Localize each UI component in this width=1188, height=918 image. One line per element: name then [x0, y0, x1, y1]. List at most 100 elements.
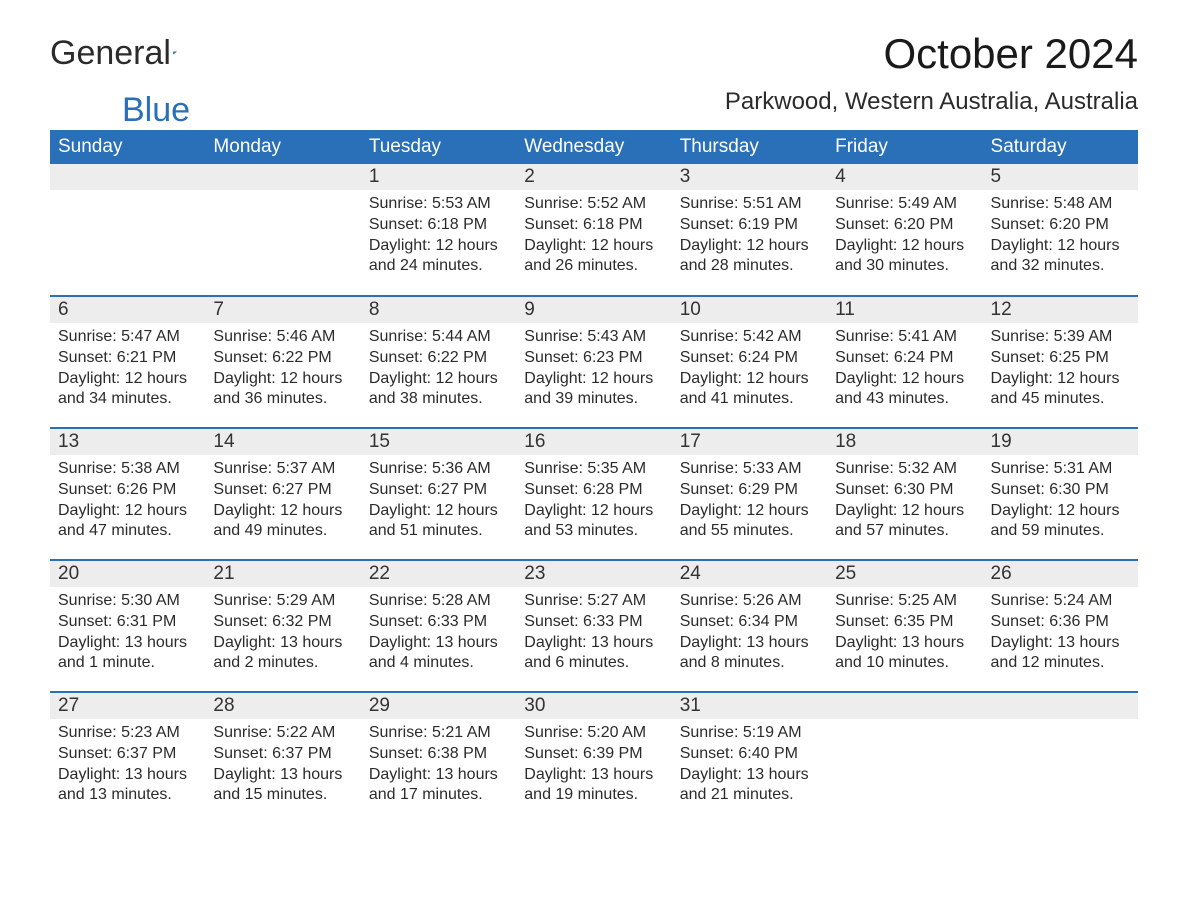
daylight-text: Daylight: 13 hours and 6 minutes. [524, 633, 663, 675]
calendar-week-row: 1Sunrise: 5:53 AMSunset: 6:18 PMDaylight… [50, 164, 1138, 296]
calendar-day-cell: 21 Sunrise: 5:29 AMSunset: 6:32 PMDayligh… [205, 560, 360, 692]
day-detail: Sunrise: 5:33 AMSunset: 6:29 PMDaylight:… [672, 455, 827, 550]
day-number: 18 [827, 429, 982, 455]
daylight-text: Daylight: 13 hours and 2 minutes. [213, 633, 352, 675]
weekday-header-row: SundayMondayTuesdayWednesdayThursdayFrid… [50, 130, 1138, 164]
daylight-text: Daylight: 12 hours and 43 minutes. [835, 369, 974, 411]
sunset-text: Sunset: 6:24 PM [680, 348, 819, 369]
sunrise-text: Sunrise: 5:46 AM [213, 327, 352, 348]
calendar-day-cell: 17Sunrise: 5:33 AMSunset: 6:29 PMDayligh… [672, 428, 827, 560]
day-detail: Sunrise: 5:31 AMSunset: 6:30 PMDaylight:… [983, 455, 1138, 550]
day-detail: Sunrise: 5:41 AMSunset: 6:24 PMDaylight:… [827, 323, 982, 418]
calendar-day-cell: 24Sunrise: 5:26 AMSunset: 6:34 PMDayligh… [672, 560, 827, 692]
day-number: 21 [205, 561, 360, 587]
sunrise-text: Sunrise: 5:38 AM [58, 459, 197, 480]
calendar-table: SundayMondayTuesdayWednesdayThursdayFrid… [50, 130, 1138, 824]
daylight-text: Daylight: 13 hours and 10 minutes. [835, 633, 974, 675]
daylight-text: Daylight: 13 hours and 12 minutes. [991, 633, 1130, 675]
sunrise-text: Sunrise: 5:42 AM [680, 327, 819, 348]
sunrise-text: Sunrise: 5:30 AM [58, 591, 197, 612]
sunrise-text: Sunrise: 5:51 AM [680, 194, 819, 215]
sunrise-text: Sunrise: 5:22 AM [213, 723, 352, 744]
day-detail: Sunrise: 5:21 AMSunset: 6:38 PMDaylight:… [361, 719, 516, 814]
weekday-header: Friday [827, 130, 982, 164]
sunrise-text: Sunrise: 5:23 AM [58, 723, 197, 744]
day-detail: Sunrise: 5:26 AMSunset: 6:34 PMDaylight:… [672, 587, 827, 682]
sunrise-text: Sunrise: 5:41 AM [835, 327, 974, 348]
daylight-text: Daylight: 12 hours and 38 minutes. [369, 369, 508, 411]
sunrise-text: Sunrise: 5:32 AM [835, 459, 974, 480]
day-detail: Sunrise: 5:42 AMSunset: 6:24 PMDaylight:… [672, 323, 827, 418]
daylight-text: Daylight: 12 hours and 36 minutes. [213, 369, 352, 411]
daylight-text: Daylight: 12 hours and 26 minutes. [524, 236, 663, 278]
day-number: 16 [516, 429, 671, 455]
sunset-text: Sunset: 6:30 PM [835, 480, 974, 501]
calendar-body: 1Sunrise: 5:53 AMSunset: 6:18 PMDaylight… [50, 164, 1138, 824]
daylight-text: Daylight: 12 hours and 47 minutes. [58, 501, 197, 543]
sunrise-text: Sunrise: 5:29 AM [213, 591, 352, 612]
day-number: 12 [983, 297, 1138, 323]
calendar-day-cell: 16Sunrise: 5:35 AMSunset: 6:28 PMDayligh… [516, 428, 671, 560]
daylight-text: Daylight: 12 hours and 41 minutes. [680, 369, 819, 411]
calendar-day-cell: 26Sunrise: 5:24 AMSunset: 6:36 PMDayligh… [983, 560, 1138, 692]
daylight-text: Daylight: 13 hours and 15 minutes. [213, 765, 352, 807]
day-detail: Sunrise: 5:37 AMSunset: 6:27 PMDaylight:… [205, 455, 360, 550]
sunrise-text: Sunrise: 5:20 AM [524, 723, 663, 744]
daylight-text: Daylight: 12 hours and 49 minutes. [213, 501, 352, 543]
calendar-empty-cell [205, 164, 360, 296]
sunset-text: Sunset: 6:28 PM [524, 480, 663, 501]
day-detail: Sunrise: 5:48 AMSunset: 6:20 PMDaylight:… [983, 190, 1138, 285]
day-detail: Sunrise: 5:43 AMSunset: 6:23 PMDaylight:… [516, 323, 671, 418]
calendar-day-cell: 1Sunrise: 5:53 AMSunset: 6:18 PMDaylight… [361, 164, 516, 296]
day-number: 24 [672, 561, 827, 587]
calendar-day-cell: 3Sunrise: 5:51 AMSunset: 6:19 PMDaylight… [672, 164, 827, 296]
sunset-text: Sunset: 6:19 PM [680, 215, 819, 236]
day-number [983, 693, 1138, 719]
sunset-text: Sunset: 6:39 PM [524, 744, 663, 765]
calendar-day-cell: 18Sunrise: 5:32 AMSunset: 6:30 PMDayligh… [827, 428, 982, 560]
header: General October 2024 [50, 30, 1138, 78]
calendar-day-cell: 27Sunrise: 5:23 AMSunset: 6:37 PMDayligh… [50, 692, 205, 824]
day-number: 17 [672, 429, 827, 455]
sunset-text: Sunset: 6:33 PM [524, 612, 663, 633]
daylight-text: Daylight: 12 hours and 39 minutes. [524, 369, 663, 411]
calendar-day-cell: 14Sunrise: 5:37 AMSunset: 6:27 PMDayligh… [205, 428, 360, 560]
weekday-header: Tuesday [361, 130, 516, 164]
daylight-text: Daylight: 12 hours and 45 minutes. [991, 369, 1130, 411]
day-number: 23 [516, 561, 671, 587]
day-number: 28 [205, 693, 360, 719]
day-number: 29 [361, 693, 516, 719]
day-detail: Sunrise: 5:47 AMSunset: 6:21 PMDaylight:… [50, 323, 205, 418]
calendar-day-cell: 30Sunrise: 5:20 AMSunset: 6:39 PMDayligh… [516, 692, 671, 824]
calendar-day-cell: 20Sunrise: 5:30 AMSunset: 6:31 PMDayligh… [50, 560, 205, 692]
day-number: 9 [516, 297, 671, 323]
daylight-text: Daylight: 13 hours and 1 minute. [58, 633, 197, 675]
calendar-day-cell: 10Sunrise: 5:42 AMSunset: 6:24 PMDayligh… [672, 296, 827, 428]
day-number: 19 [983, 429, 1138, 455]
sunset-text: Sunset: 6:36 PM [991, 612, 1130, 633]
daylight-text: Daylight: 13 hours and 13 minutes. [58, 765, 197, 807]
calendar-empty-cell [983, 692, 1138, 824]
day-number: 1 [361, 164, 516, 190]
day-detail: Sunrise: 5:49 AMSunset: 6:20 PMDaylight:… [827, 190, 982, 285]
calendar-week-row: 20Sunrise: 5:30 AMSunset: 6:31 PMDayligh… [50, 560, 1138, 692]
daylight-text: Daylight: 12 hours and 24 minutes. [369, 236, 508, 278]
day-detail: Sunrise: 5:44 AMSunset: 6:22 PMDaylight:… [361, 323, 516, 418]
daylight-text: Daylight: 12 hours and 32 minutes. [991, 236, 1130, 278]
daylight-text: Daylight: 12 hours and 34 minutes. [58, 369, 197, 411]
sunset-text: Sunset: 6:34 PM [680, 612, 819, 633]
day-detail: Sunrise: 5:27 AMSunset: 6:33 PMDaylight:… [516, 587, 671, 682]
weekday-header: Wednesday [516, 130, 671, 164]
sunset-text: Sunset: 6:32 PM [213, 612, 352, 633]
daylight-text: Daylight: 13 hours and 17 minutes. [369, 765, 508, 807]
day-detail: Sunrise: 5:38 AMSunset: 6:26 PMDaylight:… [50, 455, 205, 550]
day-detail [827, 719, 982, 809]
sunset-text: Sunset: 6:24 PM [835, 348, 974, 369]
brand-text-1: General [50, 34, 171, 73]
location-text: Parkwood, Western Australia, Australia [725, 88, 1138, 116]
sunset-text: Sunset: 6:33 PM [369, 612, 508, 633]
calendar-day-cell: 22Sunrise: 5:28 AMSunset: 6:33 PMDayligh… [361, 560, 516, 692]
sunrise-text: Sunrise: 5:21 AM [369, 723, 508, 744]
day-detail: Sunrise: 5:30 AMSunset: 6:31 PMDaylight:… [50, 587, 205, 682]
day-detail: Sunrise: 5:23 AMSunset: 6:37 PMDaylight:… [50, 719, 205, 814]
